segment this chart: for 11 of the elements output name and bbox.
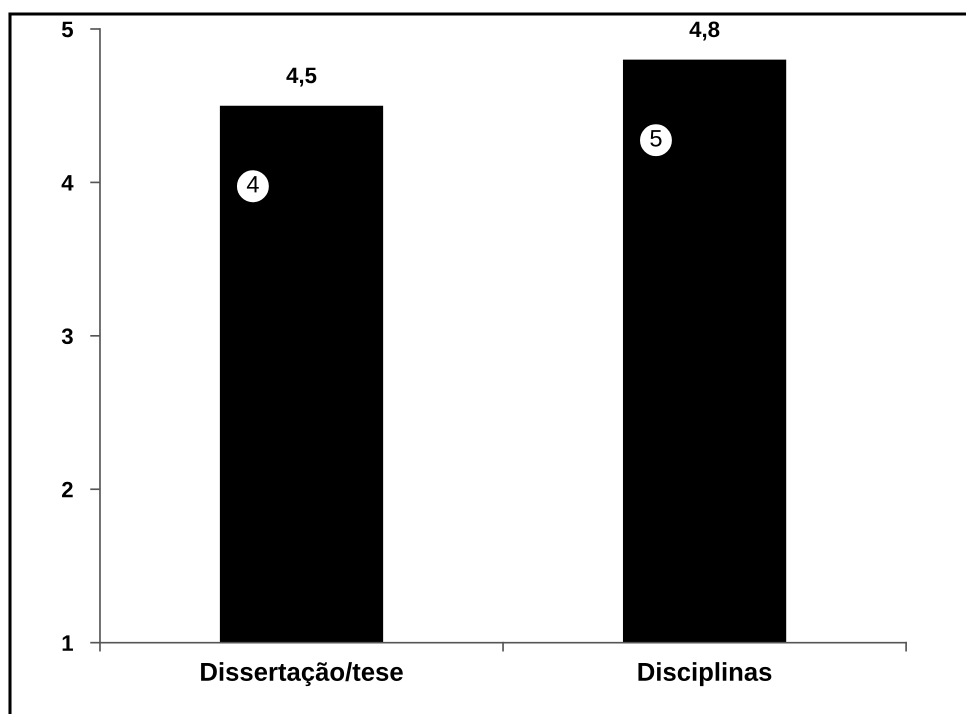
data-label: 4,8: [689, 21, 720, 40]
y-tick-label: 3: [62, 328, 73, 344]
x-tick-label: Disciplinas: [638, 662, 772, 686]
annotation: 5: [650, 130, 662, 147]
y-tick-label: 1: [62, 635, 73, 651]
y-tick-label: 5: [62, 22, 73, 38]
y-tick-label: 2: [62, 482, 73, 498]
y-tick-label: 4: [62, 175, 74, 190]
annotation: 4: [246, 176, 259, 192]
data-label: 4,5: [286, 68, 316, 86]
x-tick-label: Dissertação/tese: [201, 662, 403, 686]
